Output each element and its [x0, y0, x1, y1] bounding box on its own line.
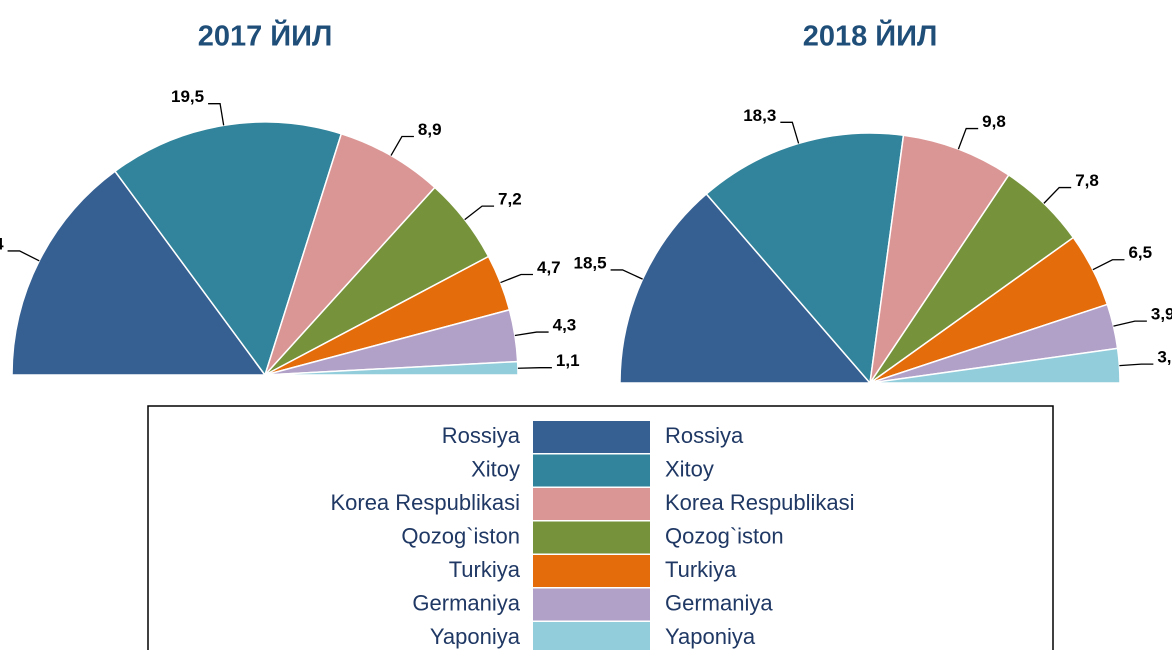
legend-swatch — [533, 622, 650, 650]
leader-line — [1113, 320, 1147, 327]
legend-label: Qozog`iston — [665, 523, 784, 548]
pie-slice — [869, 134, 1010, 384]
legend-label: Qozog`iston — [401, 523, 520, 548]
legend-swatch — [533, 521, 650, 554]
leader-line — [780, 121, 800, 144]
leader-line — [1092, 259, 1125, 271]
value-label: 1,1 — [556, 351, 580, 370]
pie-slice — [705, 132, 905, 385]
value-label: 4,7 — [537, 258, 561, 277]
legend-label: Yaponiya — [665, 624, 756, 649]
chart-title: 2018 ЙИЛ — [803, 19, 938, 53]
legend-swatch — [533, 588, 650, 621]
chart-title: 2017 ЙИЛ — [198, 19, 333, 53]
pie-slice — [264, 132, 436, 376]
leader-line — [517, 367, 552, 369]
value-label: 4,3 — [553, 316, 577, 335]
legend-label: Germaniya — [665, 590, 773, 615]
leader-line — [514, 331, 549, 337]
leader-line — [610, 269, 643, 280]
value-label: 7,2 — [498, 190, 522, 209]
legend-label: Xitoy — [665, 456, 714, 481]
legend-label: Rossiya — [442, 423, 521, 448]
leader-line — [7, 250, 40, 262]
value-label: 9,8 — [982, 112, 1006, 131]
value-label: 18,3 — [743, 106, 776, 125]
pie-slice — [619, 192, 872, 384]
legend-label: Rossiya — [665, 423, 744, 448]
leader-line — [464, 205, 495, 221]
leader-line — [957, 127, 979, 150]
legend-swatch — [533, 488, 650, 520]
value-label: 6,5 — [1128, 243, 1152, 262]
legend-label: Germaniya — [412, 590, 520, 615]
leader-line — [390, 135, 414, 156]
value-label: 19,5 — [171, 87, 204, 106]
value-label: 3,0 — [1157, 348, 1172, 367]
legend-swatch — [533, 454, 650, 487]
leader-line — [208, 103, 225, 126]
value-label: 8,9 — [418, 120, 442, 139]
pie-slice — [11, 170, 267, 376]
legend-label: Turkiya — [449, 557, 521, 582]
legend-swatch — [533, 421, 650, 453]
legend-label: Turkiya — [665, 557, 737, 582]
value-label: 3,9 — [1151, 305, 1172, 324]
leader-line — [1043, 186, 1072, 204]
legend-label: Korea Respublikasi — [665, 490, 855, 515]
legend-swatch — [533, 555, 650, 587]
leader-line — [1119, 363, 1154, 367]
value-label: 19,4 — [0, 234, 4, 253]
legend-label: Xitoy — [471, 456, 520, 481]
legend-label: Yaponiya — [430, 624, 521, 649]
leader-line — [500, 273, 533, 284]
legend-label: Korea Respublikasi — [330, 490, 520, 515]
value-label: 7,8 — [1075, 171, 1099, 190]
value-label: 18,5 — [574, 253, 607, 272]
